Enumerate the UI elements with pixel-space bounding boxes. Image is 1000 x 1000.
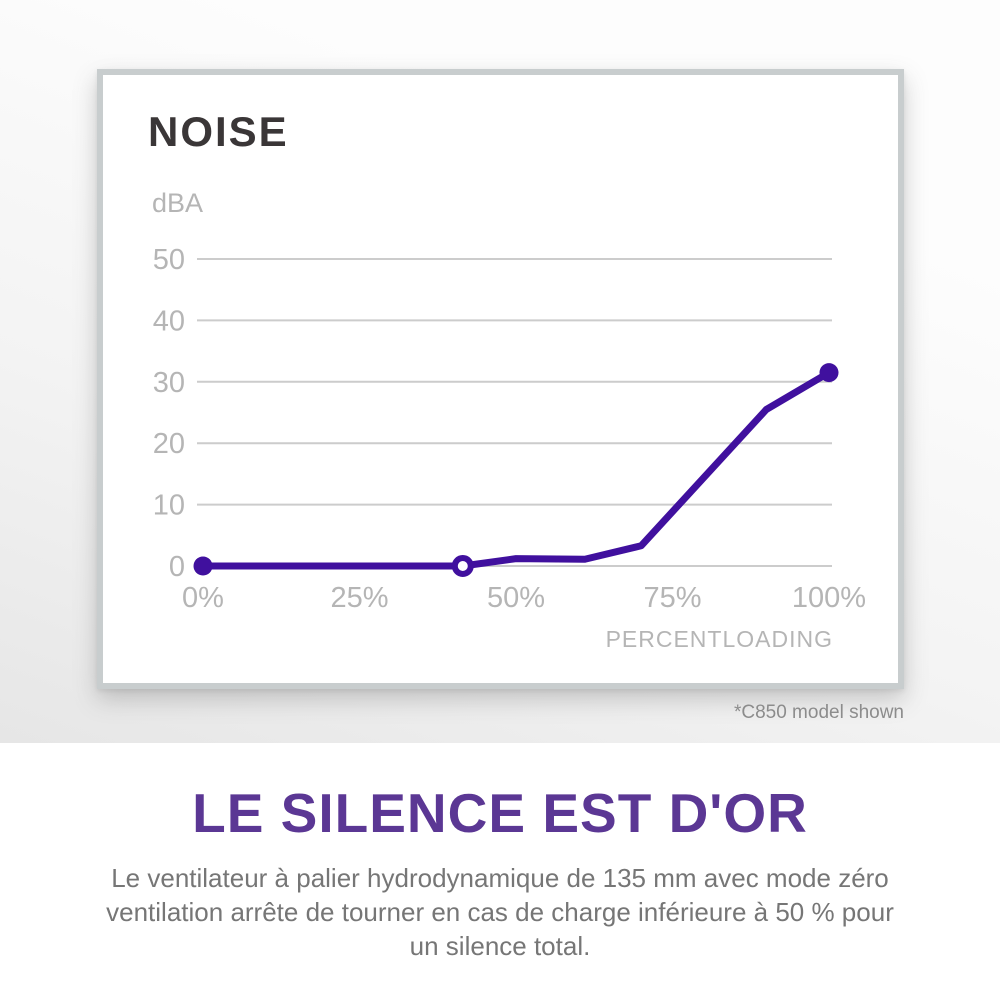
x-tick-label: 75%: [643, 582, 701, 614]
x-tick-label: 50%: [487, 582, 545, 614]
series-line: [199, 369, 833, 570]
y-tick-label: 20: [153, 428, 185, 460]
x-tick-label: 0%: [182, 582, 224, 614]
y-tick-label: 30: [153, 367, 185, 399]
chart-section: NOISE dBA 0 10 20 30 40 50 0% 25% 50% 75% 100% PERCE…: [0, 0, 1000, 743]
chart-title: NOISE: [148, 108, 289, 155]
section-heading: LE SILENCE EST D'OR: [192, 782, 808, 844]
text-section: LE SILENCE EST D'OR Le ventilateur à pal…: [0, 743, 1000, 1000]
y-axis-unit-label: dBA: [152, 188, 203, 218]
data-point-filled: [819, 363, 839, 383]
y-tick-label: 0: [169, 551, 185, 583]
x-tick-label: 25%: [330, 582, 388, 614]
body-line: Le ventilateur à palier hydrodynamique d…: [111, 863, 889, 893]
y-tick-label: 40: [153, 305, 185, 337]
data-point-filled: [193, 556, 213, 576]
y-tick-label: 50: [153, 244, 185, 276]
section-body: Le ventilateur à palier hydrodynamique d…: [0, 861, 1000, 963]
model-footnote: *C850 model shown: [733, 702, 904, 723]
chart-card: NOISE dBA 0 10 20 30 40 50 0% 25% 50% 75% 100% PERCE…: [97, 69, 904, 689]
body-line: un silence total.: [409, 931, 591, 961]
x-axis-title: PERCENTLOADING: [606, 626, 833, 652]
y-tick-label: 10: [153, 490, 185, 522]
body-line: ventilation arrête de tourner en cas de …: [106, 897, 894, 927]
data-point-open: [451, 555, 474, 577]
noise-line-chart: dBA 0 10 20 30 40 50 0% 25% 50% 75% 100% PERCENTLOAD…: [152, 188, 866, 652]
x-tick-label: 100%: [792, 582, 866, 614]
